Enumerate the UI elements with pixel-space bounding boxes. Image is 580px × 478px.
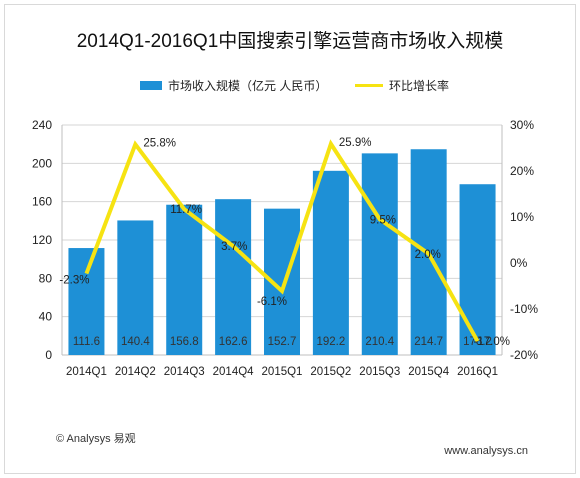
x-tick-label: 2016Q1 [457,366,498,378]
y-left-tick-label: 200 [32,156,52,170]
growth-value-label: 25.8% [143,137,176,149]
y-right-tick-label: -10% [510,302,538,316]
bar-value-label: 162.6 [219,336,248,348]
growth-value-label: 3.7% [221,241,247,253]
bar [215,199,252,355]
source-url: www.analysys.cn [444,445,528,457]
bar-value-label: 140.4 [121,336,150,348]
y-right-tick-label: 30% [510,118,534,132]
growth-value-label: 25.9% [339,137,372,149]
x-tick-label: 2015Q2 [310,366,351,378]
x-tick-label: 2015Q1 [262,366,303,378]
bar [117,220,154,355]
legend-label-revenue: 市场收入规模（亿元 人民币） [168,79,328,93]
growth-value-label: 11.7% [170,204,202,216]
chart-legend: 市场收入规模（亿元 人民币） 环比增长率 [0,77,580,93]
source-note: © Analysys 易观 [56,433,136,445]
growth-value-label: -6.1% [257,296,287,308]
x-tick-label: 2015Q4 [408,366,450,378]
bar [68,248,105,355]
y-right-tick-label: -20% [510,348,538,362]
legend-bar-swatch [140,81,162,90]
growth-value-label: 9.5% [370,214,396,226]
legend-label-growth: 环比增长率 [389,79,450,93]
y-left-tick-label: 240 [32,118,52,132]
x-tick-label: 2014Q4 [213,366,255,378]
bar-value-label: 210.4 [365,336,394,348]
bar [361,153,398,355]
y-left-tick-label: 80 [39,271,53,285]
growth-value-label: -17.0% [474,336,510,348]
y-left-tick-label: 0 [45,348,52,362]
bar [166,204,203,355]
bar-value-label: 214.7 [414,336,443,348]
bar-value-label: 192.2 [316,336,345,348]
legend-item-growth: 环比增长率 [355,77,449,94]
growth-line [84,139,480,343]
bar [312,170,349,355]
bar-value-label: 178.2 [463,336,492,348]
x-tick-label: 2014Q3 [164,366,205,378]
x-tick-label: 2014Q1 [66,366,107,378]
legend-line-swatch [355,84,383,87]
growth-value-label: -2.3% [59,275,89,287]
chart-title: 2014Q1-2016Q1中国搜索引擎运营商市场收入规模 [76,31,504,52]
y-right-tick-label: 10% [510,210,534,224]
bar-value-label: 111.6 [73,336,100,348]
x-tick-label: 2015Q3 [359,366,400,378]
y-right-tick-label: 0% [510,256,528,270]
legend-item-revenue: 市场收入规模（亿元 人民币） [140,77,327,94]
bar-value-label: 152.7 [268,336,297,348]
growth-value-label: 2.0% [415,249,441,261]
y-left-tick-label: 160 [32,195,52,209]
y-left-tick-label: 120 [32,233,52,247]
x-tick-label: 2014Q2 [115,366,156,378]
bar-value-label: 156.8 [170,336,199,348]
bar [459,184,496,355]
y-right-tick-label: 20% [510,164,534,178]
y-left-tick-label: 40 [39,310,53,324]
